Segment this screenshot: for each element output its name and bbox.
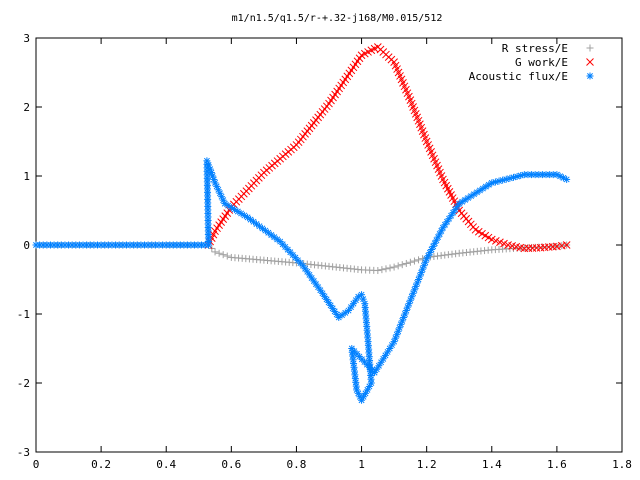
legend-marker bbox=[586, 58, 594, 66]
series-2 bbox=[32, 157, 571, 404]
x-tick-label: 0.4 bbox=[156, 458, 176, 471]
data-point bbox=[563, 175, 571, 183]
legend-label: R stress/E bbox=[502, 42, 568, 55]
y-tick-label: 1 bbox=[23, 170, 30, 183]
data-point bbox=[215, 249, 223, 257]
axis-ticks: 0 0.2 0.4 0.6 0.8 1 1.2 1.4 1.6 1.8 -3 -2 -1 0 1 2 3 bbox=[17, 32, 632, 471]
data-point bbox=[406, 258, 414, 266]
data-point bbox=[410, 257, 418, 265]
x-tick-label: 0.2 bbox=[91, 458, 111, 471]
data-point bbox=[436, 230, 444, 238]
data-point bbox=[432, 236, 440, 244]
chart-title: m1/n1.5/q1.5/r-+.32-j168/M0.015/512 bbox=[232, 13, 443, 24]
data-point bbox=[491, 237, 500, 245]
x-tick-label: 0.8 bbox=[287, 458, 307, 471]
data-point bbox=[240, 211, 248, 219]
data-point bbox=[402, 259, 410, 267]
data-point bbox=[374, 267, 382, 275]
data-point bbox=[453, 203, 461, 211]
data-point bbox=[488, 179, 496, 187]
data-point bbox=[335, 313, 343, 321]
data-point bbox=[562, 241, 571, 249]
data-point bbox=[223, 252, 231, 260]
data-point bbox=[487, 235, 496, 244]
series-layer bbox=[32, 43, 571, 404]
data-point bbox=[513, 172, 521, 180]
y-tick-label: -1 bbox=[17, 308, 30, 321]
legend-marker bbox=[586, 72, 594, 80]
y-tick-label: -2 bbox=[17, 377, 30, 390]
data-point bbox=[428, 245, 436, 253]
data-point bbox=[509, 173, 517, 181]
data-point bbox=[458, 198, 466, 206]
x-tick-label: 1 bbox=[358, 458, 365, 471]
data-point bbox=[301, 265, 309, 273]
data-point bbox=[517, 172, 525, 180]
x-tick-label: 1.6 bbox=[547, 458, 567, 471]
x-tick-label: 1.2 bbox=[417, 458, 437, 471]
data-point bbox=[382, 265, 390, 273]
y-tick-label: -3 bbox=[17, 446, 30, 459]
data-point bbox=[390, 263, 398, 271]
data-point bbox=[386, 264, 394, 272]
y-tick-label: 0 bbox=[23, 239, 30, 252]
data-point bbox=[210, 175, 218, 183]
x-tick-label: 0.6 bbox=[221, 458, 241, 471]
series-1 bbox=[204, 43, 571, 253]
data-point bbox=[398, 261, 406, 269]
legend-label: Acoustic flux/E bbox=[469, 70, 568, 83]
data-point bbox=[415, 256, 423, 264]
data-point bbox=[500, 239, 508, 248]
data-point bbox=[496, 238, 504, 247]
data-point bbox=[207, 169, 215, 177]
legend-label: G work/E bbox=[515, 56, 568, 69]
data-point bbox=[211, 248, 219, 256]
data-point bbox=[310, 277, 318, 285]
data-point bbox=[378, 266, 386, 274]
x-tick-label: 1.4 bbox=[482, 458, 502, 471]
data-point bbox=[219, 251, 227, 259]
data-point bbox=[349, 300, 357, 308]
y-tick-label: 2 bbox=[23, 101, 30, 114]
x-tick-label: 0 bbox=[33, 458, 40, 471]
data-point bbox=[394, 262, 402, 270]
legend-marker bbox=[586, 44, 594, 52]
y-tick-label: 3 bbox=[23, 32, 30, 45]
x-tick-label: 1.8 bbox=[612, 458, 632, 471]
data-point bbox=[485, 181, 493, 189]
